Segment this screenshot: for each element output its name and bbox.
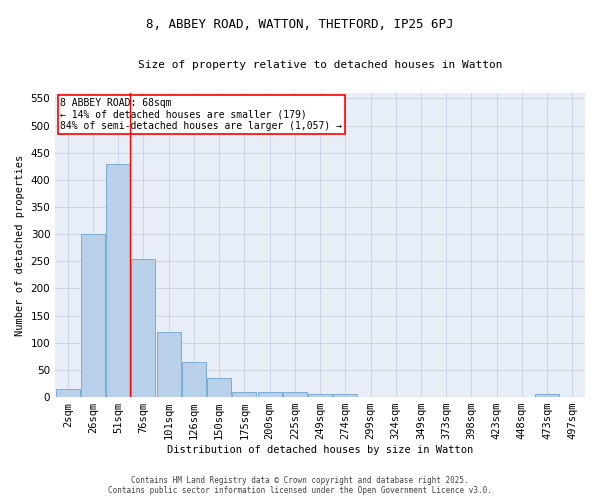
Bar (182, 362, 206, 397)
Y-axis label: Number of detached properties: Number of detached properties (15, 154, 25, 336)
Bar (157, 332, 181, 397)
Bar (106, 164, 130, 397)
Text: Contains HM Land Registry data © Crown copyright and database right 2025.
Contai: Contains HM Land Registry data © Crown c… (108, 476, 492, 495)
Bar (56, 389, 80, 397)
Text: 8, ABBEY ROAD, WATTON, THETFORD, IP25 6PJ: 8, ABBEY ROAD, WATTON, THETFORD, IP25 6P… (146, 18, 454, 30)
Bar (207, 378, 231, 397)
Bar (308, 394, 332, 397)
Title: Size of property relative to detached houses in Watton: Size of property relative to detached ho… (138, 60, 502, 70)
X-axis label: Distribution of detached houses by size in Watton: Distribution of detached houses by size … (167, 445, 473, 455)
Bar (257, 392, 281, 397)
Text: 8 ABBEY ROAD: 68sqm
← 14% of detached houses are smaller (179)
84% of semi-detac: 8 ABBEY ROAD: 68sqm ← 14% of detached ho… (61, 98, 343, 131)
Bar (131, 258, 155, 397)
Bar (334, 394, 357, 397)
Bar (283, 392, 307, 397)
Bar (81, 234, 105, 397)
Bar (535, 394, 559, 397)
Bar (232, 392, 256, 397)
